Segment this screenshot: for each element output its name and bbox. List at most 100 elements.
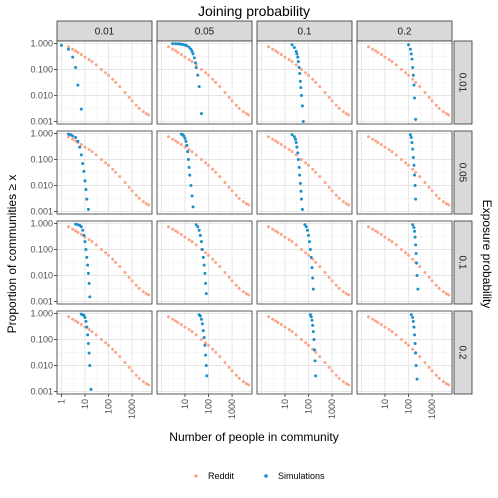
simulation-point xyxy=(74,222,78,226)
simulation-point xyxy=(296,158,300,162)
simulation-point xyxy=(298,72,302,76)
reddit-point xyxy=(111,167,115,171)
simulation-point xyxy=(83,179,87,183)
simulation-point xyxy=(203,343,207,347)
reddit-point xyxy=(379,142,383,146)
reddit-point xyxy=(87,58,91,62)
reddit-point xyxy=(267,315,271,319)
reddit-point xyxy=(114,80,118,84)
simulation-point xyxy=(296,60,300,64)
panel-border xyxy=(156,310,253,395)
reddit-point xyxy=(214,80,218,84)
reddit-point xyxy=(227,275,231,279)
reddit-point xyxy=(127,95,131,99)
legend: Reddit Simulations xyxy=(194,471,325,481)
simulation-point xyxy=(299,93,303,97)
reddit-point xyxy=(414,170,418,174)
reddit-point xyxy=(276,231,280,235)
column-strip-label: 0.1 xyxy=(298,27,312,38)
reddit-point xyxy=(374,139,378,143)
reddit-point xyxy=(234,103,238,107)
reddit-point xyxy=(218,355,222,359)
simulation-point xyxy=(311,330,315,334)
simulation-point xyxy=(410,141,414,145)
reddit-point xyxy=(411,167,415,171)
reddit-point xyxy=(83,55,87,59)
simulation-point xyxy=(409,136,413,140)
simulation-point xyxy=(297,165,301,169)
y-tick-label: 1.000 xyxy=(30,39,53,49)
reddit-point xyxy=(347,203,351,207)
simulation-point xyxy=(59,43,63,47)
reddit-point xyxy=(337,286,341,290)
simulation-point xyxy=(412,83,416,87)
reddit-point xyxy=(407,73,411,77)
simulation-point xyxy=(413,96,417,100)
reddit-point xyxy=(67,225,71,229)
reddit-point xyxy=(244,202,248,206)
reddit-point xyxy=(167,45,171,49)
reddit-point xyxy=(179,142,183,146)
simulation-point xyxy=(67,132,71,136)
simulation-point xyxy=(295,52,299,56)
reddit-point xyxy=(418,85,422,89)
reddit-point xyxy=(111,257,115,261)
reddit-point xyxy=(99,248,103,252)
reddit-point xyxy=(67,135,71,139)
reddit-point xyxy=(190,240,194,244)
reddit-point xyxy=(374,49,378,53)
simulation-point xyxy=(84,319,88,323)
legend-key xyxy=(264,474,268,478)
reddit-point xyxy=(344,202,348,206)
panel-border xyxy=(56,310,153,395)
simulation-point xyxy=(186,150,190,154)
simulation-point xyxy=(313,359,317,363)
reddit-point xyxy=(394,63,398,67)
x-tick-label: 1000 xyxy=(427,399,437,419)
reddit-point xyxy=(299,338,303,342)
reddit-point xyxy=(387,238,391,242)
reddit-point xyxy=(211,167,215,171)
simulation-point xyxy=(294,137,298,141)
simulation-point xyxy=(290,43,294,47)
reddit-point xyxy=(318,265,322,269)
panel-border xyxy=(56,40,153,125)
reddit-point xyxy=(330,189,334,193)
reddit-point xyxy=(423,271,427,275)
reddit-point xyxy=(118,85,122,89)
panel-border xyxy=(256,220,353,305)
panel-border xyxy=(356,130,453,215)
simulation-point xyxy=(84,188,88,192)
reddit-point xyxy=(130,369,134,373)
row-strip-label: 0.01 xyxy=(457,73,468,93)
simulation-point xyxy=(299,189,303,193)
reddit-point xyxy=(387,328,391,332)
simulation-point xyxy=(297,65,301,69)
simulation-point xyxy=(71,134,75,138)
reddit-point xyxy=(434,193,438,197)
simulation-point xyxy=(414,243,418,247)
reddit-point xyxy=(341,200,345,204)
simulation-point xyxy=(411,223,415,227)
reddit-point xyxy=(383,145,387,149)
reddit-point xyxy=(171,137,175,141)
simulation-point xyxy=(414,197,418,201)
reddit-point xyxy=(107,253,111,257)
reddit-point xyxy=(307,163,311,167)
reddit-point xyxy=(290,240,294,244)
reddit-point xyxy=(344,292,348,296)
reddit-point xyxy=(434,373,438,377)
reddit-point xyxy=(237,376,241,380)
simulation-point xyxy=(86,207,90,211)
reddit-point xyxy=(227,95,231,99)
simulation-point xyxy=(411,73,415,77)
simulation-point xyxy=(190,194,194,198)
reddit-point xyxy=(244,382,248,386)
simulation-point xyxy=(412,325,416,329)
reddit-point xyxy=(434,103,438,107)
reddit-point xyxy=(241,380,245,384)
reddit-point xyxy=(427,275,431,279)
reddit-point xyxy=(76,51,80,55)
reddit-point xyxy=(399,338,403,342)
reddit-point xyxy=(83,145,87,149)
